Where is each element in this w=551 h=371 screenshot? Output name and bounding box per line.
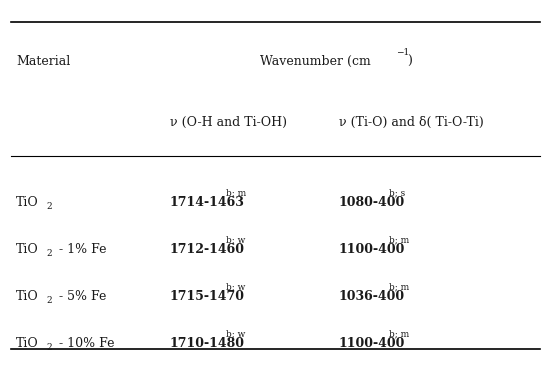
- Text: ν (O-H and Ti-OH): ν (O-H and Ti-OH): [170, 116, 287, 129]
- Text: 2: 2: [46, 202, 52, 211]
- Text: TiO: TiO: [17, 196, 39, 209]
- Text: b; m: b; m: [389, 329, 409, 338]
- Text: b; w: b; w: [226, 329, 245, 338]
- Text: 1036-400: 1036-400: [339, 290, 405, 303]
- Text: 1100-400: 1100-400: [339, 243, 406, 256]
- Text: ν (Ti-O) and δ( Ti-O-Ti): ν (Ti-O) and δ( Ti-O-Ti): [339, 116, 484, 129]
- Text: 2: 2: [46, 249, 52, 258]
- Text: 1715-1470: 1715-1470: [170, 290, 245, 303]
- Text: - 5% Fe: - 5% Fe: [55, 290, 106, 303]
- Text: b; w: b; w: [226, 282, 245, 292]
- Text: TiO: TiO: [17, 243, 39, 256]
- Text: 2: 2: [46, 296, 52, 305]
- Text: 1100-400: 1100-400: [339, 337, 406, 350]
- Text: b; m: b; m: [389, 282, 409, 292]
- Text: −1: −1: [396, 49, 409, 58]
- Text: b; m: b; m: [226, 188, 246, 197]
- Text: TiO: TiO: [17, 290, 39, 303]
- Text: - 10% Fe: - 10% Fe: [55, 337, 115, 350]
- Text: b; s: b; s: [389, 188, 405, 197]
- Text: 1714-1463: 1714-1463: [170, 196, 245, 209]
- Text: ): ): [407, 55, 412, 68]
- Text: 1080-400: 1080-400: [339, 196, 405, 209]
- Text: 1712-1460: 1712-1460: [170, 243, 245, 256]
- Text: - 1% Fe: - 1% Fe: [55, 243, 106, 256]
- Text: TiO: TiO: [17, 337, 39, 350]
- Text: Material: Material: [17, 55, 71, 68]
- Text: b; w: b; w: [226, 235, 245, 244]
- Text: 1710-1480: 1710-1480: [170, 337, 245, 350]
- Text: Wavenumber (cm: Wavenumber (cm: [260, 55, 370, 68]
- Text: b; m: b; m: [389, 235, 409, 244]
- Text: 2: 2: [46, 344, 52, 352]
